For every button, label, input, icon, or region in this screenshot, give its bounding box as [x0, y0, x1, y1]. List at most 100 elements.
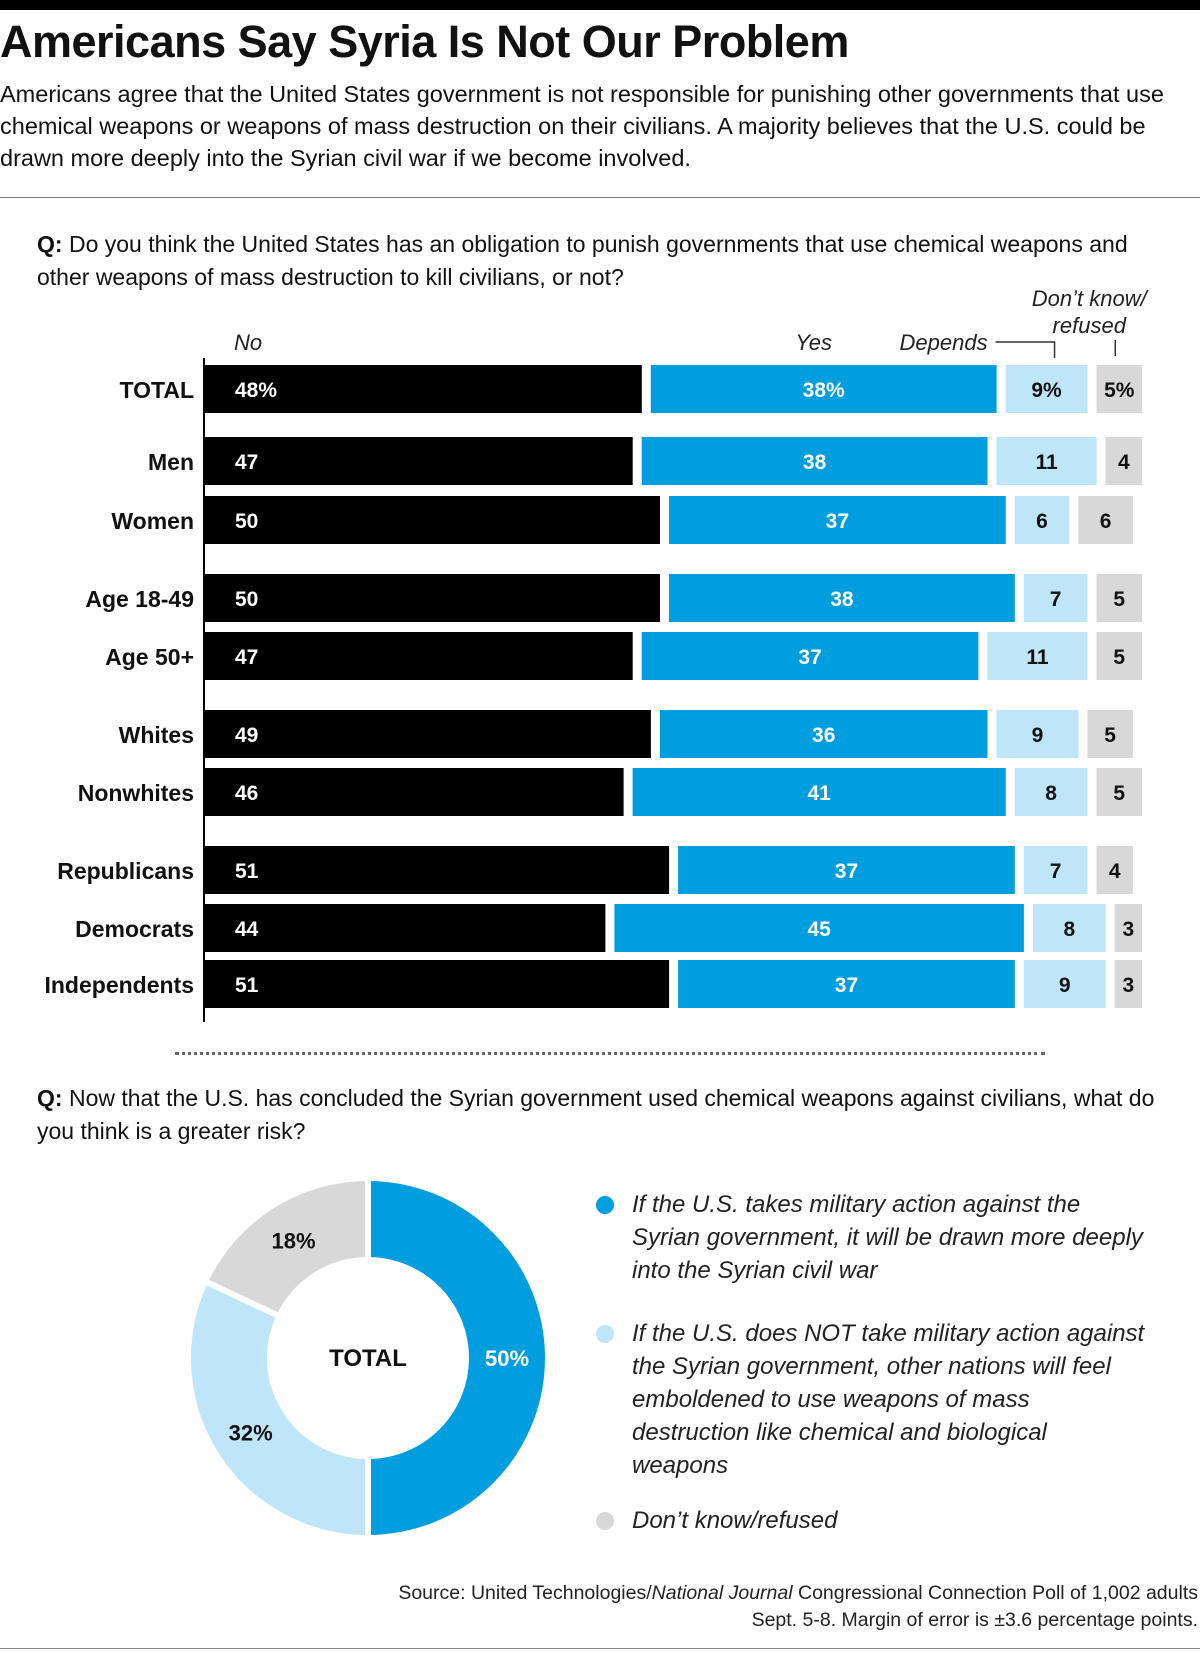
- data-label: 5: [1104, 724, 1116, 747]
- source-publication: National Journal: [651, 1582, 793, 1604]
- bar-segment: [669, 574, 1015, 622]
- bar-segment: [678, 846, 1015, 894]
- source-note: Source: United Technologies/National Jou…: [398, 1580, 1198, 1634]
- bar-segment: [1023, 960, 1106, 1008]
- data-label: 37: [798, 646, 821, 669]
- category-label: Men: [148, 449, 194, 475]
- bar-segment: [205, 846, 670, 894]
- series-label-depends: Depends: [900, 330, 988, 355]
- question-2: Q: Now that the U.S. has concluded the S…: [37, 1082, 1177, 1148]
- data-label: 48%: [235, 379, 277, 402]
- data-label: 5: [1113, 782, 1125, 805]
- category-label: Democrats: [75, 916, 194, 942]
- donut-slice: [365, 1174, 551, 1542]
- bar-segment: [1087, 710, 1133, 758]
- depends-leader: [995, 341, 1056, 358]
- bar-segment: [205, 437, 633, 485]
- bar-segment: [205, 960, 670, 1008]
- data-label: 37: [835, 974, 858, 997]
- data-label: 38: [803, 451, 827, 474]
- top-bar: [0, 0, 1200, 10]
- category-label: Age 50+: [105, 644, 194, 670]
- slice-label: 32%: [229, 1420, 273, 1445]
- data-label: 36: [812, 724, 835, 747]
- bar-segment: [1096, 574, 1142, 622]
- source-prefix: Source: United Technologies/: [398, 1582, 652, 1604]
- page-subtitle: Americans agree that the United States g…: [0, 81, 1164, 171]
- donut-slice: [201, 1174, 371, 1321]
- bar-segment: [641, 437, 988, 485]
- bar-segment: [678, 960, 1015, 1008]
- data-label: 3: [1123, 918, 1135, 941]
- data-label: 37: [835, 860, 858, 883]
- bar-segment: [614, 904, 1024, 952]
- slice-label: 50%: [485, 1346, 529, 1371]
- bar-segment: [1096, 632, 1142, 680]
- category-label: TOTAL: [119, 377, 194, 403]
- data-label: 50: [235, 510, 258, 533]
- data-label: 3: [1123, 974, 1135, 997]
- bar-segment: [641, 632, 979, 680]
- category-label: Women: [111, 508, 194, 534]
- data-label: 46: [235, 782, 258, 805]
- question-1: Q: Do you think the United States has an…: [37, 228, 1177, 294]
- divider: [0, 197, 1200, 198]
- data-label: 44: [235, 918, 259, 941]
- page-title: Americans Say Syria Is Not Our Problem: [0, 16, 849, 67]
- series-label-dk-line2: refused: [1053, 313, 1127, 338]
- question-2-text: Now that the U.S. has concluded the Syri…: [37, 1085, 1155, 1144]
- question-2-prefix: Q:: [37, 1085, 63, 1111]
- bar-segment: [1014, 496, 1070, 544]
- legend-swatch: [596, 1196, 614, 1214]
- data-label: 9: [1059, 974, 1071, 997]
- category-label: Age 18-49: [85, 586, 194, 612]
- legend-item: If the U.S. takes military action agains…: [588, 1188, 1148, 1287]
- bar-segment: [650, 365, 997, 413]
- bar-segment: [205, 904, 606, 952]
- bar-segment: [1096, 846, 1133, 894]
- data-label: 6: [1100, 510, 1112, 533]
- series-label-dk-line1: Don’t know/: [1032, 286, 1149, 311]
- legend-swatch: [596, 1325, 614, 1343]
- category-label: Independents: [44, 972, 194, 998]
- series-label-yes: Yes: [795, 330, 832, 355]
- bar-segment: [996, 710, 1079, 758]
- category-label: Nonwhites: [78, 780, 194, 806]
- bar-segment: [1105, 437, 1142, 485]
- data-label: 7: [1050, 588, 1062, 611]
- data-label: 7: [1050, 860, 1062, 883]
- legend-label: If the U.S. takes military action agains…: [632, 1191, 1143, 1284]
- bar-segment: [1005, 365, 1088, 413]
- bar-segment: [1096, 768, 1142, 816]
- data-label: 38%: [803, 379, 845, 402]
- category-label: Republicans: [57, 858, 194, 884]
- data-label: 8: [1063, 918, 1075, 941]
- bar-segment: [205, 496, 660, 544]
- data-label: 41: [807, 782, 831, 805]
- bar-segment: [632, 768, 1006, 816]
- legend-item: Don’t know/refused: [588, 1504, 1148, 1537]
- slice-label: 18%: [271, 1229, 315, 1254]
- bar-segment: [1114, 904, 1142, 952]
- donut-slice: [185, 1277, 371, 1542]
- legend-label: If the U.S. does NOT take military actio…: [632, 1320, 1145, 1479]
- data-label: 8: [1045, 782, 1057, 805]
- data-label: 4: [1109, 860, 1121, 883]
- bar-segment: [996, 437, 1097, 485]
- data-label: 37: [826, 510, 849, 533]
- legend-label: Don’t know/refused: [632, 1507, 838, 1534]
- data-label: 47: [235, 646, 258, 669]
- data-label: 4: [1118, 451, 1130, 474]
- data-label: 9%: [1031, 379, 1062, 402]
- bar-segment: [1114, 960, 1142, 1008]
- bar-segment: [659, 710, 988, 758]
- data-label: 47: [235, 451, 258, 474]
- dotted-divider: [175, 1052, 1045, 1055]
- bar-segment: [1023, 846, 1088, 894]
- bottom-rule: [0, 1648, 1200, 1649]
- data-label: 51: [235, 860, 259, 883]
- bar-segment: [1023, 574, 1088, 622]
- bar-segment: [669, 496, 1006, 544]
- data-label: 6: [1036, 510, 1048, 533]
